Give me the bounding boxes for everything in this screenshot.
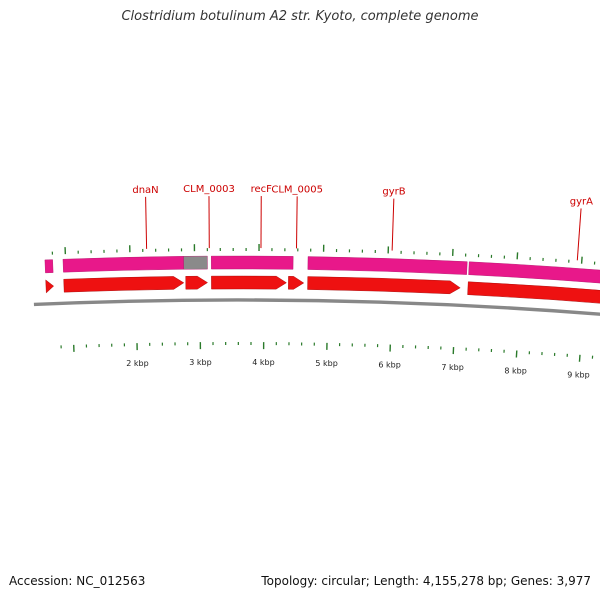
cds-feature (185, 275, 208, 290)
kbp-label: 7 kbp (441, 363, 463, 372)
gene-label: dnaN (132, 185, 158, 196)
outer-tick-ring (51, 244, 596, 265)
gene-feature (468, 261, 600, 284)
cds-feature (307, 276, 461, 295)
gene-feature (44, 259, 54, 274)
cds-feature (211, 275, 287, 290)
inner-tick-ring (60, 342, 594, 362)
cds-feature (45, 279, 54, 294)
cds-feature (467, 281, 600, 304)
gene-label: CLM_0003 (183, 184, 235, 195)
genome-summary: Topology: circular; Length: 4,155,278 bp… (261, 574, 591, 588)
label-leader-line (145, 196, 148, 249)
outer-tick (580, 256, 583, 264)
gene-feature (211, 255, 294, 270)
label-leader-line (391, 198, 395, 251)
kbp-label: 4 kbp (252, 358, 274, 367)
label-leader-line (576, 208, 582, 261)
gene-label: gyrA (570, 197, 593, 208)
kbp-label: 2 kbp (126, 359, 148, 368)
kbp-label: 8 kbp (504, 367, 526, 376)
kbp-label: 5 kbp (315, 359, 337, 368)
gene-label: gyrB (382, 187, 405, 198)
label-leader-line (296, 196, 298, 249)
gene-feature (62, 256, 184, 273)
kbp-label: 9 kbp (567, 371, 589, 380)
cds-feature (63, 276, 185, 293)
gene-label: CLM_0005 (271, 184, 323, 195)
kbp-label: 3 kbp (189, 358, 211, 367)
gene-feature (183, 255, 208, 270)
kbp-scale-labels: 2 kbp 3 kbp 4 kbp 5 kbp 6 kbp 7 kbp 8 kbp 9 kbp… (126, 358, 589, 380)
genome-backbone (33, 298, 600, 316)
inner-tick (578, 354, 581, 362)
gene-label: recF (251, 184, 273, 195)
feature-track-outer (44, 255, 600, 284)
accession-text: Accession: NC_012563 (9, 574, 146, 588)
gene-feature (307, 256, 468, 275)
cds-feature (288, 276, 305, 290)
feature-track-inner (45, 275, 600, 304)
kbp-label: 6 kbp (378, 361, 400, 370)
gene-label-lines (145, 196, 582, 261)
map-title: Clostridium botulinum A2 str. Kyoto, com… (121, 9, 479, 24)
